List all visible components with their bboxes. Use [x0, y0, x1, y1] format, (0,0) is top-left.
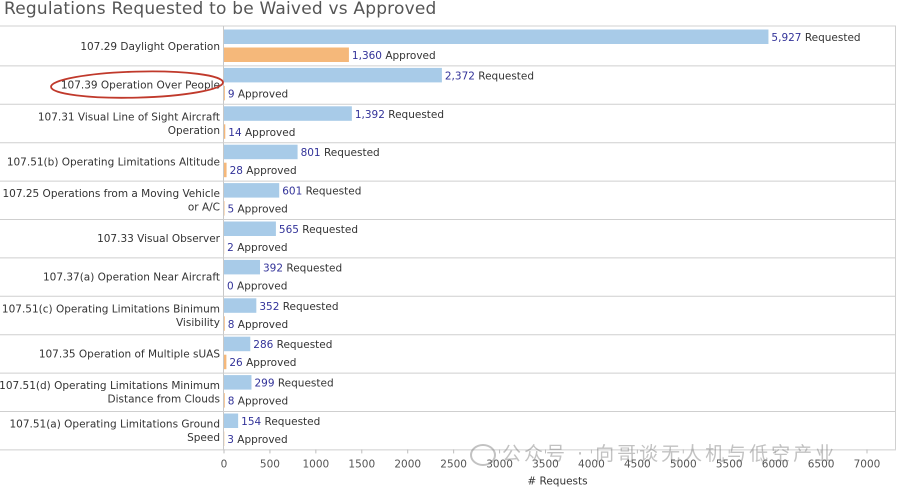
wechat-icon: [470, 443, 496, 466]
data-label-requested: 2,372 Requested: [445, 70, 534, 82]
x-tick-label: 5500: [716, 458, 743, 470]
x-tick-label: 6000: [762, 458, 789, 470]
category-label: 107.51(d) Operating Limitations Minimum D…: [0, 380, 220, 406]
bar-requested: [224, 29, 769, 44]
x-tick-label: 7000: [854, 458, 881, 470]
x-tick-label: 500: [260, 458, 280, 470]
bar-approved: [224, 124, 226, 139]
bar-requested: [224, 259, 261, 275]
bar-requested: [224, 106, 352, 121]
category-label: 107.31 Visual Line of Sight Aircraft Oper…: [38, 111, 220, 137]
category-label: 107.33 Visual Observer: [97, 233, 221, 245]
data-label-requested: 154 Requested: [241, 416, 320, 428]
bar-approved: [224, 85, 225, 101]
x-tick-label: 5000: [670, 458, 697, 470]
x-tick-label: 1500: [348, 458, 375, 470]
category-label: 107.51(b) Operating Limitations Altitude: [7, 156, 220, 168]
data-label-requested: 565 Requested: [279, 224, 358, 236]
bar-requested: [224, 221, 276, 236]
data-label-approved: 26 Approved: [229, 357, 296, 369]
data-label-requested: 352 Requested: [259, 301, 338, 313]
data-label-requested: 801 Requested: [301, 147, 380, 159]
watermark-text: 公众号 · 向哥谈无人机与低空产业: [502, 443, 838, 465]
watermark: 公众号 · 向哥谈无人机与低空产业: [470, 439, 837, 466]
bar-requested: [224, 336, 251, 352]
data-label-approved: 9 Approved: [228, 88, 288, 100]
category-label: 107.51(c) Operating Limitations Binimum V…: [2, 303, 220, 329]
bar-approved: [224, 47, 349, 62]
category-label: 107.35 Operation of Multiple sUAS: [39, 348, 221, 360]
x-axis-title: # Requests: [527, 475, 587, 487]
x-tick-label: 3500: [532, 458, 559, 470]
bar-requested: [224, 67, 442, 83]
bar-approved: [224, 354, 227, 370]
data-label-approved: 8 Approved: [228, 319, 288, 331]
chart-title: Regulations Requested to be Waived vs Ap…: [4, 0, 437, 19]
highlight-circle: [50, 70, 224, 99]
x-tick-label: 0: [221, 458, 228, 470]
bar-requested: [224, 298, 257, 313]
bar-requested: [224, 183, 280, 198]
bar-approved: [224, 162, 227, 178]
data-label-requested: 1,392 Requested: [355, 109, 444, 121]
bar-requested: [224, 375, 252, 390]
bar-requested: [224, 413, 239, 428]
bar-requested: [224, 144, 298, 160]
data-label-approved: 5 Approved: [227, 204, 287, 216]
bar-approved: [224, 393, 225, 408]
x-tick-label: 4000: [578, 458, 605, 470]
data-label-approved: 8 Approved: [228, 396, 288, 408]
data-label-approved: 3 Approved: [227, 434, 287, 446]
data-label-requested: 5,927 Requested: [771, 32, 860, 44]
category-label: 107.25 Operations from a Moving Vehicle o…: [2, 188, 220, 214]
category-label: 107.39 Operation Over People: [61, 80, 220, 92]
category-label: 107.29 Daylight Operation: [80, 41, 220, 53]
bar-approved: [224, 316, 225, 331]
data-label-approved: 28 Approved: [230, 165, 297, 177]
data-label-approved: 1,360 Approved: [352, 50, 436, 62]
data-label-requested: 286 Requested: [253, 339, 332, 351]
data-label-approved: 0 Approved: [227, 280, 287, 292]
data-label-requested: 392 Requested: [263, 262, 342, 274]
data-label-requested: 299 Requested: [254, 378, 333, 390]
x-tick-label: 2000: [394, 458, 421, 470]
x-tick-label: 1000: [302, 458, 329, 470]
x-tick-label: 6500: [808, 458, 835, 470]
x-tick-label: 4500: [624, 458, 651, 470]
category-label: 107.37(a) Operation Near Aircraft: [43, 272, 220, 284]
data-label-approved: 14 Approved: [228, 127, 295, 139]
data-label-approved: 2 Approved: [227, 242, 287, 254]
x-tick-label: 2500: [440, 458, 467, 470]
category-label: 107.51(a) Operating Limitations Ground Sp…: [9, 418, 220, 444]
data-label-requested: 601 Requested: [282, 186, 361, 198]
